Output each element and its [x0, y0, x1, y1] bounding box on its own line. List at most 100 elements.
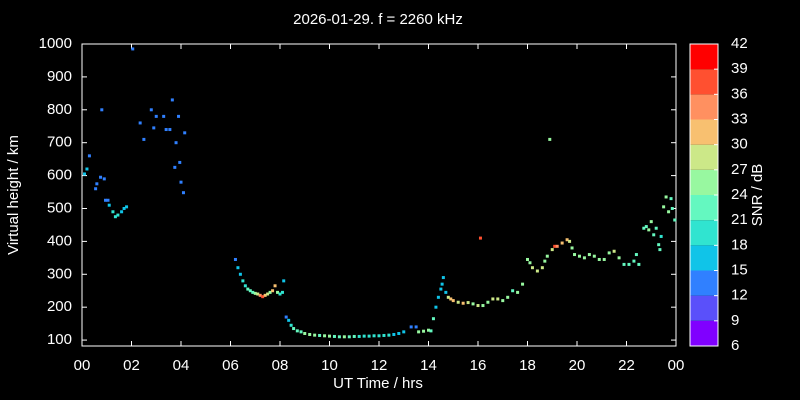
- chart-title: 2026-01-29. f = 2260 kHz: [293, 11, 463, 28]
- x-tick-label: 12: [371, 357, 388, 374]
- data-point: [263, 293, 267, 297]
- x-tick-label: 16: [470, 357, 487, 374]
- data-point: [535, 269, 539, 273]
- data-point: [162, 114, 166, 118]
- data-point: [427, 328, 430, 332]
- data-point: [521, 282, 525, 286]
- data-point: [658, 248, 662, 252]
- data-point: [528, 261, 532, 265]
- data-point: [496, 297, 500, 301]
- data-point: [617, 256, 621, 260]
- data-point: [258, 293, 262, 297]
- data-point: [342, 335, 346, 339]
- data-point: [632, 259, 636, 263]
- data-point: [248, 289, 252, 293]
- data-point: [414, 325, 418, 329]
- data-point: [138, 121, 142, 125]
- y-tick-label: 500: [47, 199, 72, 216]
- data-point: [142, 137, 146, 141]
- data-point: [251, 290, 255, 294]
- colorbar-bin: [690, 245, 718, 271]
- data-point: [667, 210, 671, 214]
- colorbar-bin: [690, 144, 718, 170]
- x-tick-label: 00: [668, 357, 685, 374]
- data-point: [637, 262, 641, 266]
- y-tick-label: 900: [47, 68, 72, 85]
- data-point: [299, 330, 303, 334]
- data-point: [289, 323, 293, 327]
- data-point: [266, 292, 270, 296]
- data-point: [179, 180, 183, 184]
- data-point: [662, 205, 666, 209]
- colorbar-bin: [690, 119, 718, 145]
- data-point: [152, 126, 156, 130]
- data-point: [560, 241, 564, 245]
- data-point: [516, 290, 520, 294]
- data-point: [543, 259, 547, 263]
- colorbar-tick-label: 12: [731, 287, 748, 304]
- data-point: [154, 114, 158, 118]
- data-point: [486, 300, 490, 304]
- data-point: [173, 165, 177, 169]
- data-point: [177, 114, 181, 118]
- data-point: [481, 304, 485, 308]
- data-point: [337, 335, 341, 339]
- data-point: [451, 299, 455, 303]
- data-point: [261, 295, 265, 299]
- colorbar-tick-label: 39: [731, 60, 748, 77]
- data-point: [372, 334, 376, 338]
- data-point: [436, 295, 440, 299]
- data-point: [501, 299, 505, 303]
- data-point: [434, 305, 438, 309]
- colorbar-bin: [690, 270, 718, 296]
- data-point: [178, 160, 182, 164]
- data-point: [471, 302, 475, 306]
- y-tick-label: 400: [47, 232, 72, 249]
- data-point: [647, 228, 651, 232]
- colorbar-tick-label: 15: [731, 261, 748, 278]
- colorbar-bin: [690, 295, 718, 321]
- data-point: [526, 257, 529, 261]
- x-tick-label: 02: [123, 357, 140, 374]
- data-point: [577, 254, 581, 258]
- data-point: [422, 329, 426, 333]
- x-tick-label: 20: [569, 357, 586, 374]
- colorbar-bin: [690, 69, 718, 95]
- data-point: [602, 257, 606, 261]
- colorbar-tick-label: 18: [731, 236, 748, 253]
- data-point: [622, 262, 626, 266]
- colorbar-tick-label: 33: [731, 110, 748, 127]
- data-point: [113, 215, 117, 219]
- x-tick-label: 10: [321, 357, 338, 374]
- data-point: [652, 233, 656, 237]
- data-point: [122, 206, 126, 210]
- data-point: [256, 292, 260, 296]
- data-point: [287, 318, 291, 322]
- data-point: [382, 333, 386, 337]
- data-point: [125, 205, 129, 209]
- data-point: [292, 327, 296, 331]
- data-point: [107, 203, 111, 207]
- data-point: [377, 334, 381, 338]
- data-point: [241, 279, 245, 283]
- data-point: [654, 226, 658, 230]
- data-point: [284, 315, 288, 319]
- colorbar-bin: [690, 220, 718, 246]
- x-tick-label: 08: [272, 357, 289, 374]
- y-tick-label: 800: [47, 101, 72, 118]
- colorbar-tick-label: 6: [731, 337, 739, 354]
- data-point: [476, 304, 480, 308]
- data-point: [102, 177, 106, 181]
- data-point: [387, 333, 391, 337]
- data-point: [246, 287, 250, 291]
- data-point: [506, 295, 510, 299]
- data-point: [657, 243, 661, 247]
- data-point: [280, 290, 284, 294]
- data-point: [120, 210, 124, 214]
- data-point: [328, 334, 331, 338]
- data-point: [456, 300, 460, 304]
- data-point: [313, 333, 317, 337]
- data-point: [545, 254, 549, 258]
- data-point: [278, 292, 282, 296]
